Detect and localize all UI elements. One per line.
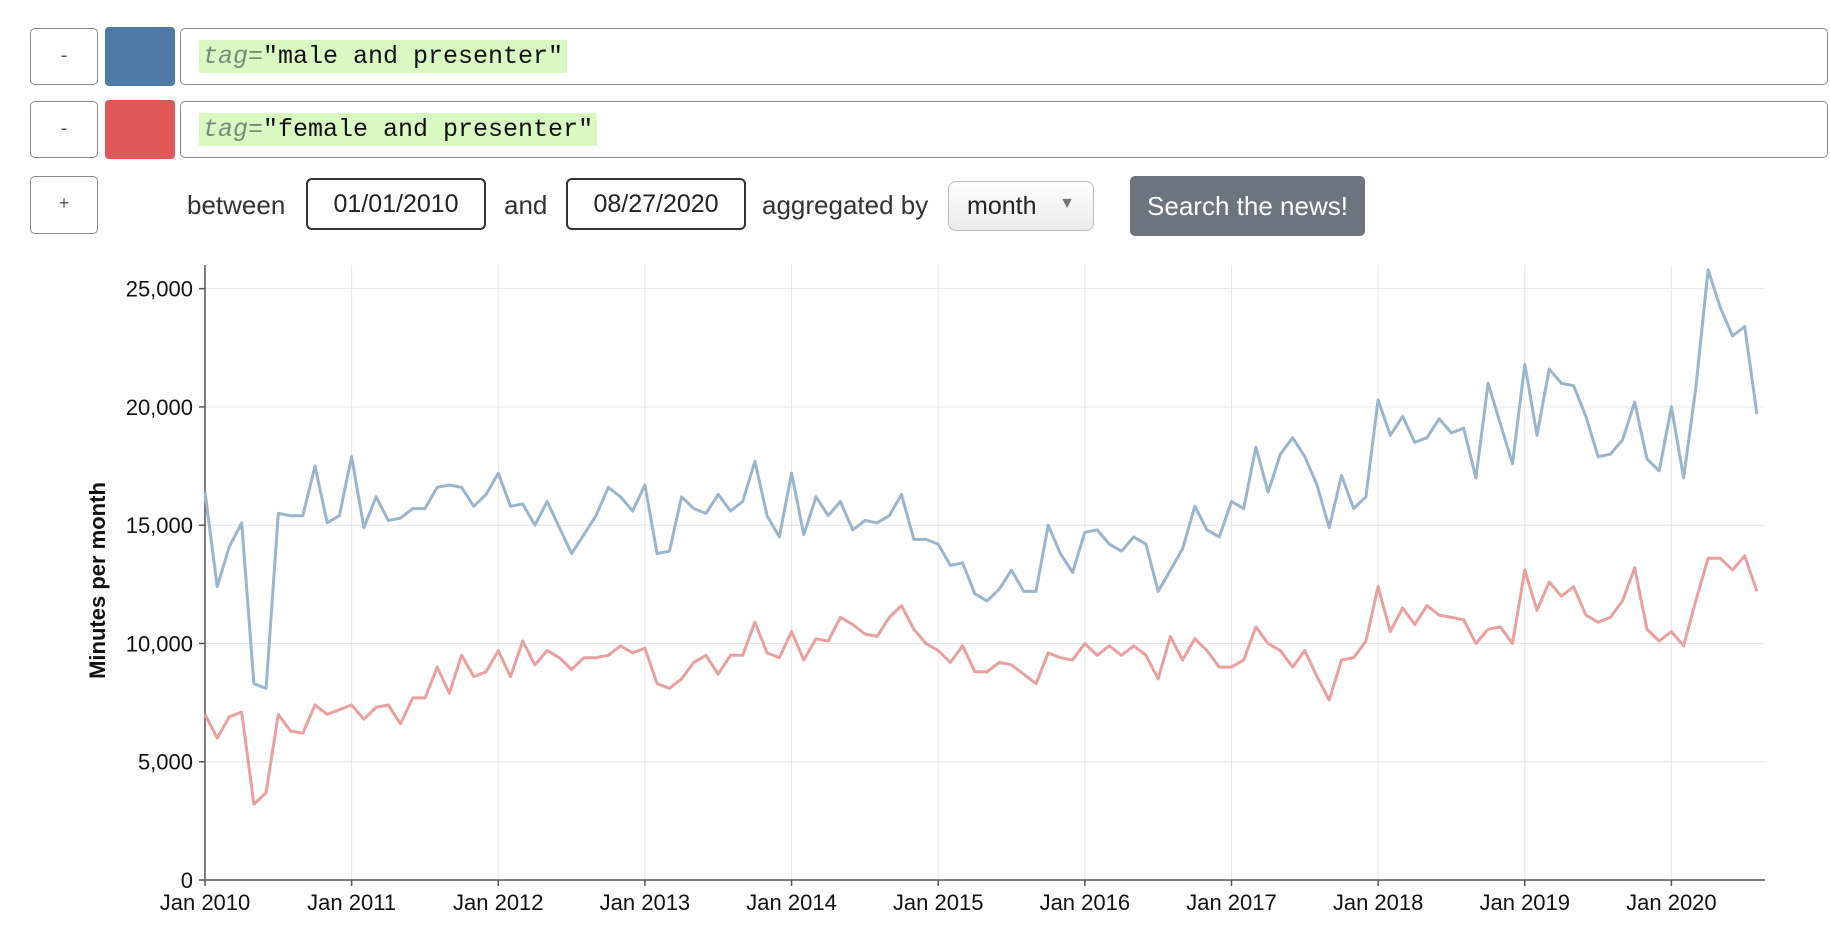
x-tick-label: Jan 2016 (1040, 890, 1131, 915)
between-label: between (187, 190, 286, 220)
line-chart: 0 5,000 10,000 15,000 20,000 25,000 Jan 2010 Ja… (85, 265, 1765, 915)
x-tick-label: Jan 2014 (746, 890, 837, 915)
x-tick-label: Jan 2018 (1333, 890, 1424, 915)
remove-query-button[interactable]: - (30, 28, 98, 85)
x-tick-label: Jan 2013 (600, 890, 691, 915)
remove-query-button[interactable]: - (30, 101, 98, 158)
x-tick-label: Jan 2012 (453, 890, 544, 915)
y-tick-label: 10,000 (126, 631, 193, 656)
aggregation-select[interactable]: month ▼ (948, 181, 1094, 231)
x-tick-label: Jan 2019 (1479, 890, 1570, 915)
query-row-2: - tag="female and presenter" (30, 100, 1830, 160)
query-key: tag= (203, 115, 264, 144)
y-axis-title: Minutes per month (85, 482, 110, 679)
query-text: tag="female and presenter" (199, 113, 598, 146)
search-controls: + between 01/01/2010 and 08/27/2020 aggr… (30, 176, 1810, 236)
series-line-2 (203, 554, 1759, 806)
chart-lines (203, 268, 1759, 806)
series-color-swatch[interactable] (105, 27, 175, 86)
series-color-swatch[interactable] (105, 100, 175, 159)
query-input[interactable]: tag="male and presenter" (180, 28, 1828, 85)
x-tick-label: Jan 2020 (1626, 890, 1717, 915)
chart-grid (204, 265, 1765, 881)
dropdown-arrow-icon: ▼ (1059, 195, 1075, 212)
y-tick-label: 25,000 (126, 277, 193, 302)
search-button[interactable]: Search the news! (1130, 176, 1365, 236)
end-date-input[interactable]: 08/27/2020 (566, 178, 746, 230)
add-query-button[interactable]: + (30, 176, 98, 234)
x-tick-label: Jan 2010 (160, 890, 251, 915)
series-line-1 (203, 268, 1759, 690)
chart-axes (199, 265, 1765, 886)
query-text: tag="male and presenter" (199, 40, 568, 73)
x-tick-label: Jan 2017 (1186, 890, 1277, 915)
x-tick-label: Jan 2011 (307, 890, 396, 915)
x-tick-label: Jan 2015 (893, 890, 984, 915)
aggregated-by-label: aggregated by (762, 190, 929, 220)
and-label: and (504, 190, 548, 220)
start-date-input[interactable]: 01/01/2010 (306, 178, 486, 230)
query-input[interactable]: tag="female and presenter" (180, 101, 1828, 158)
query-value: "female and presenter" (263, 115, 594, 144)
query-row-1: - tag="male and presenter" (30, 27, 1830, 87)
query-value: "male and presenter" (263, 42, 564, 71)
y-tick-label: 5,000 (138, 750, 193, 775)
y-tick-label: 0 (181, 868, 193, 893)
aggregation-value: month (967, 191, 1037, 220)
chart-labels: 0 5,000 10,000 15,000 20,000 25,000 Jan 2010 Ja… (85, 277, 1717, 915)
query-key: tag= (203, 42, 264, 71)
y-tick-label: 15,000 (126, 513, 193, 538)
y-tick-label: 20,000 (126, 395, 193, 420)
